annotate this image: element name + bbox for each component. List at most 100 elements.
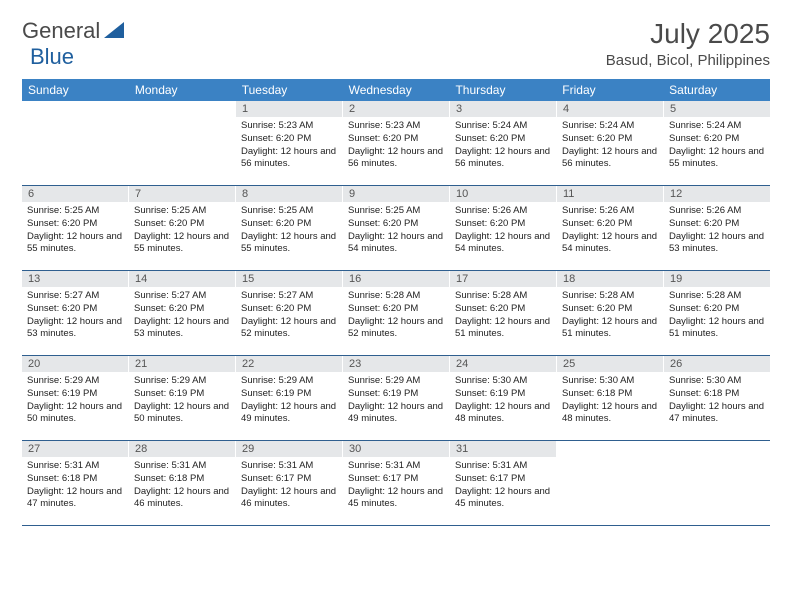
page-title: July 2025 <box>606 18 770 50</box>
day-cell: 21Sunrise: 5:29 AMSunset: 6:19 PMDayligh… <box>128 356 235 440</box>
day-number: 16 <box>343 271 449 287</box>
day-cell: 6Sunrise: 5:25 AMSunset: 6:20 PMDaylight… <box>22 186 128 270</box>
day-number: 8 <box>236 186 342 202</box>
day-number <box>664 441 770 459</box>
day-cell: 11Sunrise: 5:26 AMSunset: 6:20 PMDayligh… <box>556 186 663 270</box>
day-body: Sunrise: 5:26 AMSunset: 6:20 PMDaylight:… <box>557 202 663 261</box>
day-cell: 18Sunrise: 5:28 AMSunset: 6:20 PMDayligh… <box>556 271 663 355</box>
weekday-header: Wednesday <box>343 79 450 101</box>
day-body: Sunrise: 5:25 AMSunset: 6:20 PMDaylight:… <box>22 202 128 261</box>
day-cell: 1Sunrise: 5:23 AMSunset: 6:20 PMDaylight… <box>235 101 342 185</box>
day-cell: 30Sunrise: 5:31 AMSunset: 6:17 PMDayligh… <box>342 441 449 525</box>
day-number <box>557 441 663 459</box>
day-number: 30 <box>343 441 449 457</box>
day-body: Sunrise: 5:26 AMSunset: 6:20 PMDaylight:… <box>450 202 556 261</box>
day-cell <box>663 441 770 525</box>
day-body: Sunrise: 5:28 AMSunset: 6:20 PMDaylight:… <box>664 287 770 346</box>
day-number: 5 <box>664 101 770 117</box>
day-body: Sunrise: 5:27 AMSunset: 6:20 PMDaylight:… <box>236 287 342 346</box>
day-number: 28 <box>129 441 235 457</box>
day-cell: 10Sunrise: 5:26 AMSunset: 6:20 PMDayligh… <box>449 186 556 270</box>
calendar-table: SundayMondayTuesdayWednesdayThursdayFrid… <box>22 79 770 526</box>
day-cell <box>22 101 128 185</box>
weekday-header: Tuesday <box>236 79 343 101</box>
day-number <box>22 101 128 119</box>
brand-logo: General <box>22 18 128 44</box>
day-body: Sunrise: 5:31 AMSunset: 6:17 PMDaylight:… <box>343 457 449 516</box>
day-cell: 26Sunrise: 5:30 AMSunset: 6:18 PMDayligh… <box>663 356 770 440</box>
week-row: 6Sunrise: 5:25 AMSunset: 6:20 PMDaylight… <box>22 186 770 271</box>
day-number: 3 <box>450 101 556 117</box>
day-body: Sunrise: 5:25 AMSunset: 6:20 PMDaylight:… <box>236 202 342 261</box>
day-body: Sunrise: 5:23 AMSunset: 6:20 PMDaylight:… <box>236 117 342 176</box>
day-cell: 13Sunrise: 5:27 AMSunset: 6:20 PMDayligh… <box>22 271 128 355</box>
day-cell: 4Sunrise: 5:24 AMSunset: 6:20 PMDaylight… <box>556 101 663 185</box>
weekday-header: Saturday <box>663 79 770 101</box>
day-number: 27 <box>22 441 128 457</box>
day-number: 13 <box>22 271 128 287</box>
day-body: Sunrise: 5:30 AMSunset: 6:19 PMDaylight:… <box>450 372 556 431</box>
location-text: Basud, Bicol, Philippines <box>606 52 770 69</box>
day-body: Sunrise: 5:26 AMSunset: 6:20 PMDaylight:… <box>664 202 770 261</box>
brand-part2: Blue <box>30 44 74 70</box>
weekday-header: Friday <box>556 79 663 101</box>
day-body: Sunrise: 5:28 AMSunset: 6:20 PMDaylight:… <box>450 287 556 346</box>
day-body: Sunrise: 5:30 AMSunset: 6:18 PMDaylight:… <box>664 372 770 431</box>
day-body: Sunrise: 5:31 AMSunset: 6:18 PMDaylight:… <box>22 457 128 516</box>
title-block: July 2025 Basud, Bicol, Philippines <box>606 18 770 69</box>
day-body: Sunrise: 5:29 AMSunset: 6:19 PMDaylight:… <box>343 372 449 431</box>
day-number: 15 <box>236 271 342 287</box>
brand-triangle-icon <box>102 18 126 44</box>
day-body: Sunrise: 5:29 AMSunset: 6:19 PMDaylight:… <box>129 372 235 431</box>
day-body: Sunrise: 5:30 AMSunset: 6:18 PMDaylight:… <box>557 372 663 431</box>
day-number: 12 <box>664 186 770 202</box>
day-number: 2 <box>343 101 449 117</box>
day-body: Sunrise: 5:25 AMSunset: 6:20 PMDaylight:… <box>129 202 235 261</box>
day-number: 17 <box>450 271 556 287</box>
weekday-header-row: SundayMondayTuesdayWednesdayThursdayFrid… <box>22 79 770 101</box>
day-cell <box>128 101 235 185</box>
day-cell: 31Sunrise: 5:31 AMSunset: 6:17 PMDayligh… <box>449 441 556 525</box>
day-cell: 9Sunrise: 5:25 AMSunset: 6:20 PMDaylight… <box>342 186 449 270</box>
day-cell: 20Sunrise: 5:29 AMSunset: 6:19 PMDayligh… <box>22 356 128 440</box>
day-cell: 7Sunrise: 5:25 AMSunset: 6:20 PMDaylight… <box>128 186 235 270</box>
day-body: Sunrise: 5:24 AMSunset: 6:20 PMDaylight:… <box>450 117 556 176</box>
weeks-container: 1Sunrise: 5:23 AMSunset: 6:20 PMDaylight… <box>22 101 770 526</box>
day-number: 4 <box>557 101 663 117</box>
day-number: 24 <box>450 356 556 372</box>
day-cell: 25Sunrise: 5:30 AMSunset: 6:18 PMDayligh… <box>556 356 663 440</box>
day-body: Sunrise: 5:25 AMSunset: 6:20 PMDaylight:… <box>343 202 449 261</box>
day-number: 14 <box>129 271 235 287</box>
day-number: 10 <box>450 186 556 202</box>
day-number: 7 <box>129 186 235 202</box>
week-row: 27Sunrise: 5:31 AMSunset: 6:18 PMDayligh… <box>22 441 770 526</box>
day-body: Sunrise: 5:28 AMSunset: 6:20 PMDaylight:… <box>557 287 663 346</box>
day-number: 25 <box>557 356 663 372</box>
day-body: Sunrise: 5:24 AMSunset: 6:20 PMDaylight:… <box>557 117 663 176</box>
day-number: 31 <box>450 441 556 457</box>
day-cell: 14Sunrise: 5:27 AMSunset: 6:20 PMDayligh… <box>128 271 235 355</box>
day-cell: 5Sunrise: 5:24 AMSunset: 6:20 PMDaylight… <box>663 101 770 185</box>
day-body: Sunrise: 5:24 AMSunset: 6:20 PMDaylight:… <box>664 117 770 176</box>
day-number <box>129 101 235 119</box>
day-number: 9 <box>343 186 449 202</box>
day-body: Sunrise: 5:27 AMSunset: 6:20 PMDaylight:… <box>129 287 235 346</box>
weekday-header: Thursday <box>449 79 556 101</box>
day-number: 22 <box>236 356 342 372</box>
brand-part1: General <box>22 18 100 44</box>
day-cell: 22Sunrise: 5:29 AMSunset: 6:19 PMDayligh… <box>235 356 342 440</box>
day-cell: 3Sunrise: 5:24 AMSunset: 6:20 PMDaylight… <box>449 101 556 185</box>
day-body: Sunrise: 5:31 AMSunset: 6:17 PMDaylight:… <box>450 457 556 516</box>
day-body: Sunrise: 5:23 AMSunset: 6:20 PMDaylight:… <box>343 117 449 176</box>
day-number: 20 <box>22 356 128 372</box>
day-cell: 16Sunrise: 5:28 AMSunset: 6:20 PMDayligh… <box>342 271 449 355</box>
day-cell: 12Sunrise: 5:26 AMSunset: 6:20 PMDayligh… <box>663 186 770 270</box>
weekday-header: Sunday <box>22 79 129 101</box>
week-row: 13Sunrise: 5:27 AMSunset: 6:20 PMDayligh… <box>22 271 770 356</box>
day-body: Sunrise: 5:28 AMSunset: 6:20 PMDaylight:… <box>343 287 449 346</box>
week-row: 20Sunrise: 5:29 AMSunset: 6:19 PMDayligh… <box>22 356 770 441</box>
day-cell <box>556 441 663 525</box>
day-cell: 23Sunrise: 5:29 AMSunset: 6:19 PMDayligh… <box>342 356 449 440</box>
day-number: 26 <box>664 356 770 372</box>
day-number: 6 <box>22 186 128 202</box>
